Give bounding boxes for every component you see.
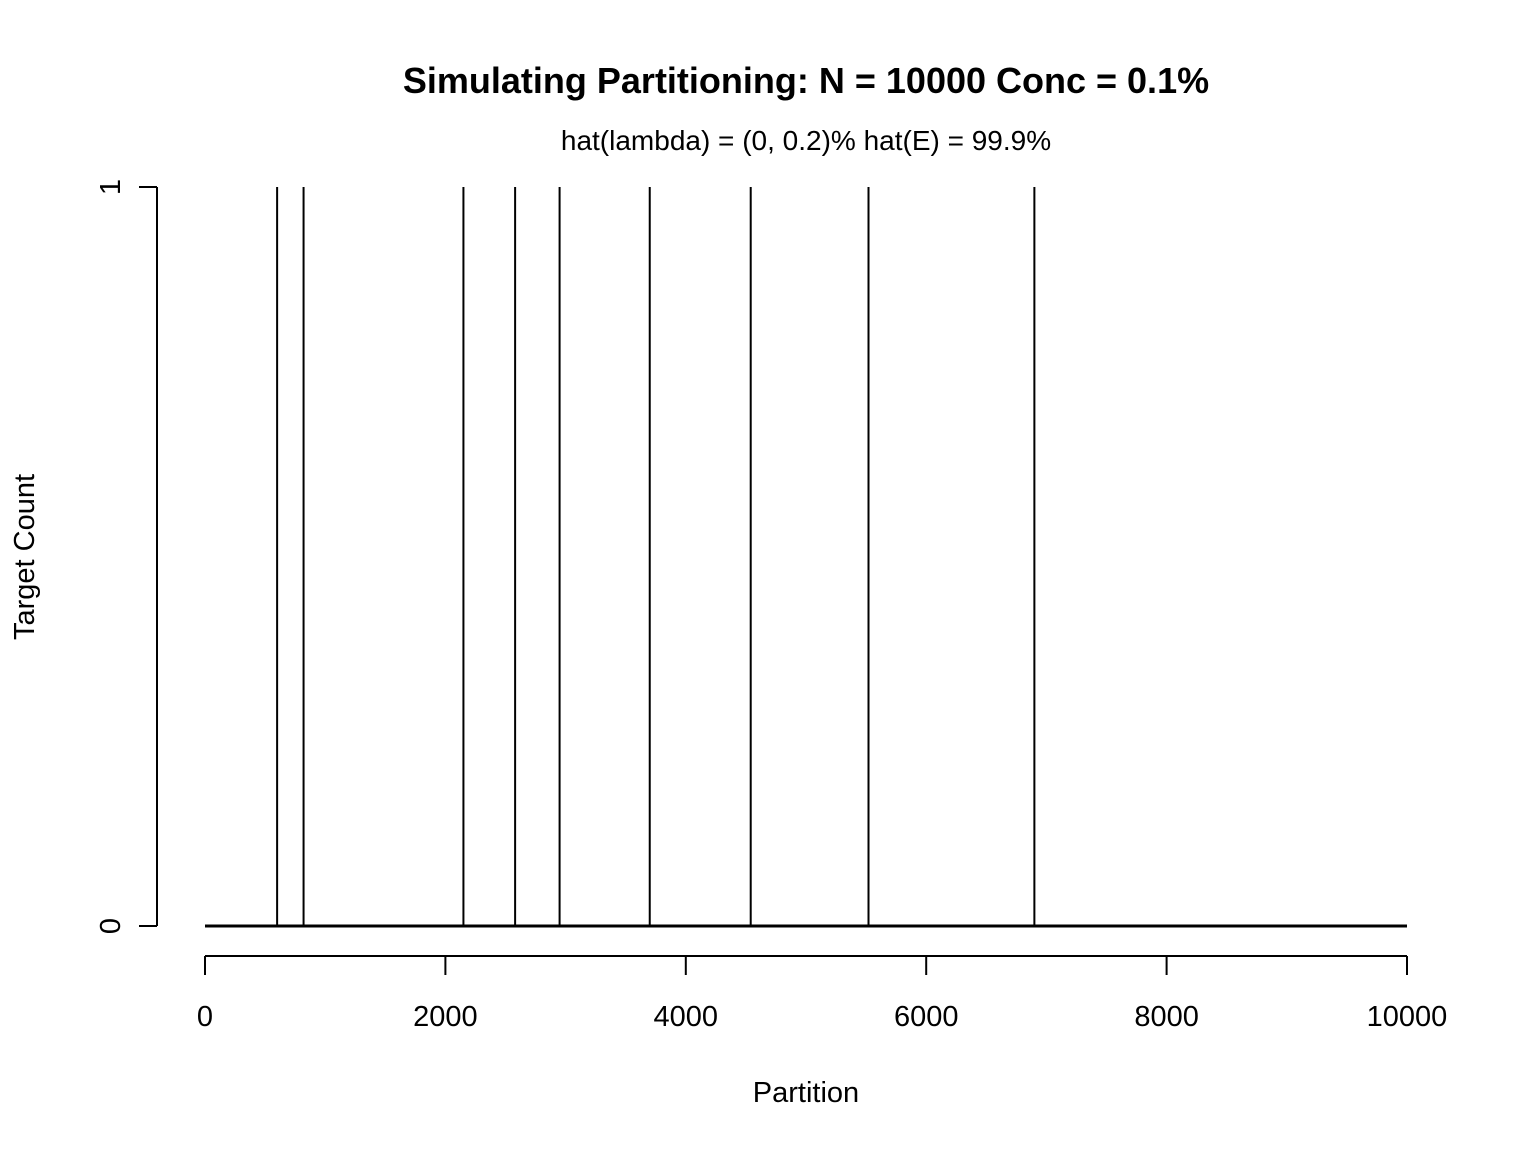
x-tick-label-0: 0 bbox=[197, 1001, 213, 1033]
x-tick-label-2000: 2000 bbox=[413, 1001, 478, 1033]
x-tick-label-10000: 10000 bbox=[1367, 1001, 1448, 1033]
y-axis-label: Target Count bbox=[9, 474, 41, 640]
x-axis-label: Partition bbox=[753, 1077, 859, 1109]
x-axis-ticks: 0 2000 4000 6000 8000 10000 bbox=[197, 956, 1447, 1033]
chart-subtitle: hat(lambda) = (0, 0.2)% hat(E) = 99.9% bbox=[561, 125, 1051, 156]
x-tick-label-6000: 6000 bbox=[894, 1001, 959, 1033]
x-tick-label-8000: 8000 bbox=[1134, 1001, 1199, 1033]
y-tick-label-0: 0 bbox=[95, 918, 127, 934]
y-tick-label-1: 1 bbox=[95, 179, 127, 195]
chart-title: Simulating Partitioning: N = 10000 Conc … bbox=[403, 60, 1209, 101]
plot-area bbox=[205, 187, 1407, 928]
y-axis-ticks: 01 bbox=[95, 179, 157, 934]
x-tick-label-4000: 4000 bbox=[654, 1001, 719, 1033]
